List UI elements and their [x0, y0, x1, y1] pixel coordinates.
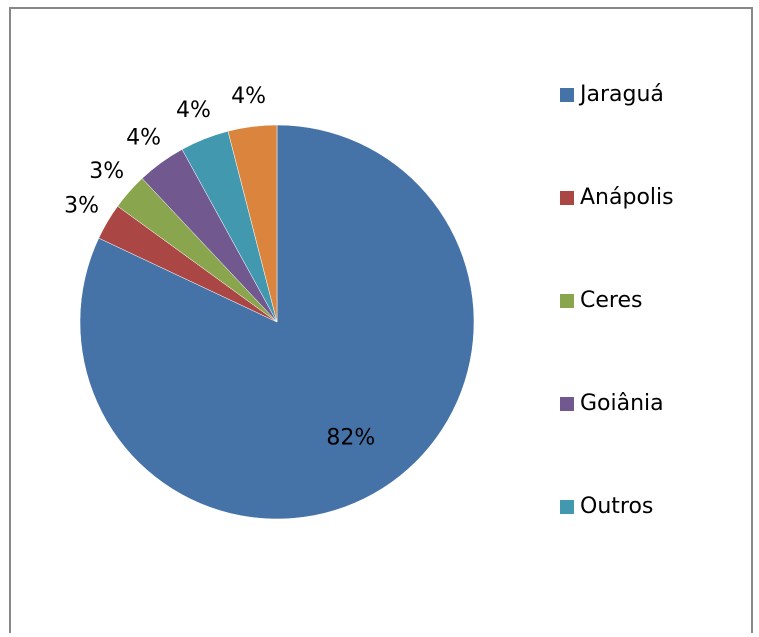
data-label: 4%	[126, 125, 161, 150]
legend-label: Goiânia	[580, 391, 664, 416]
legend-swatch	[560, 397, 574, 411]
data-label: 82%	[326, 425, 375, 450]
data-label: 3%	[64, 193, 99, 218]
data-label: 3%	[89, 159, 124, 184]
legend-swatch	[560, 88, 574, 102]
legend-swatch	[560, 191, 574, 205]
legend-label: Jaraguá	[578, 82, 664, 107]
data-label: 4%	[176, 98, 211, 123]
pie-slice	[227, 124, 278, 323]
legend-swatch	[560, 500, 574, 514]
legend-label: Anápolis	[580, 185, 674, 210]
legend-label: Outros	[580, 494, 653, 519]
legend-swatch	[560, 294, 574, 308]
data-label: 4%	[231, 84, 266, 109]
legend-label: Ceres	[580, 288, 642, 313]
